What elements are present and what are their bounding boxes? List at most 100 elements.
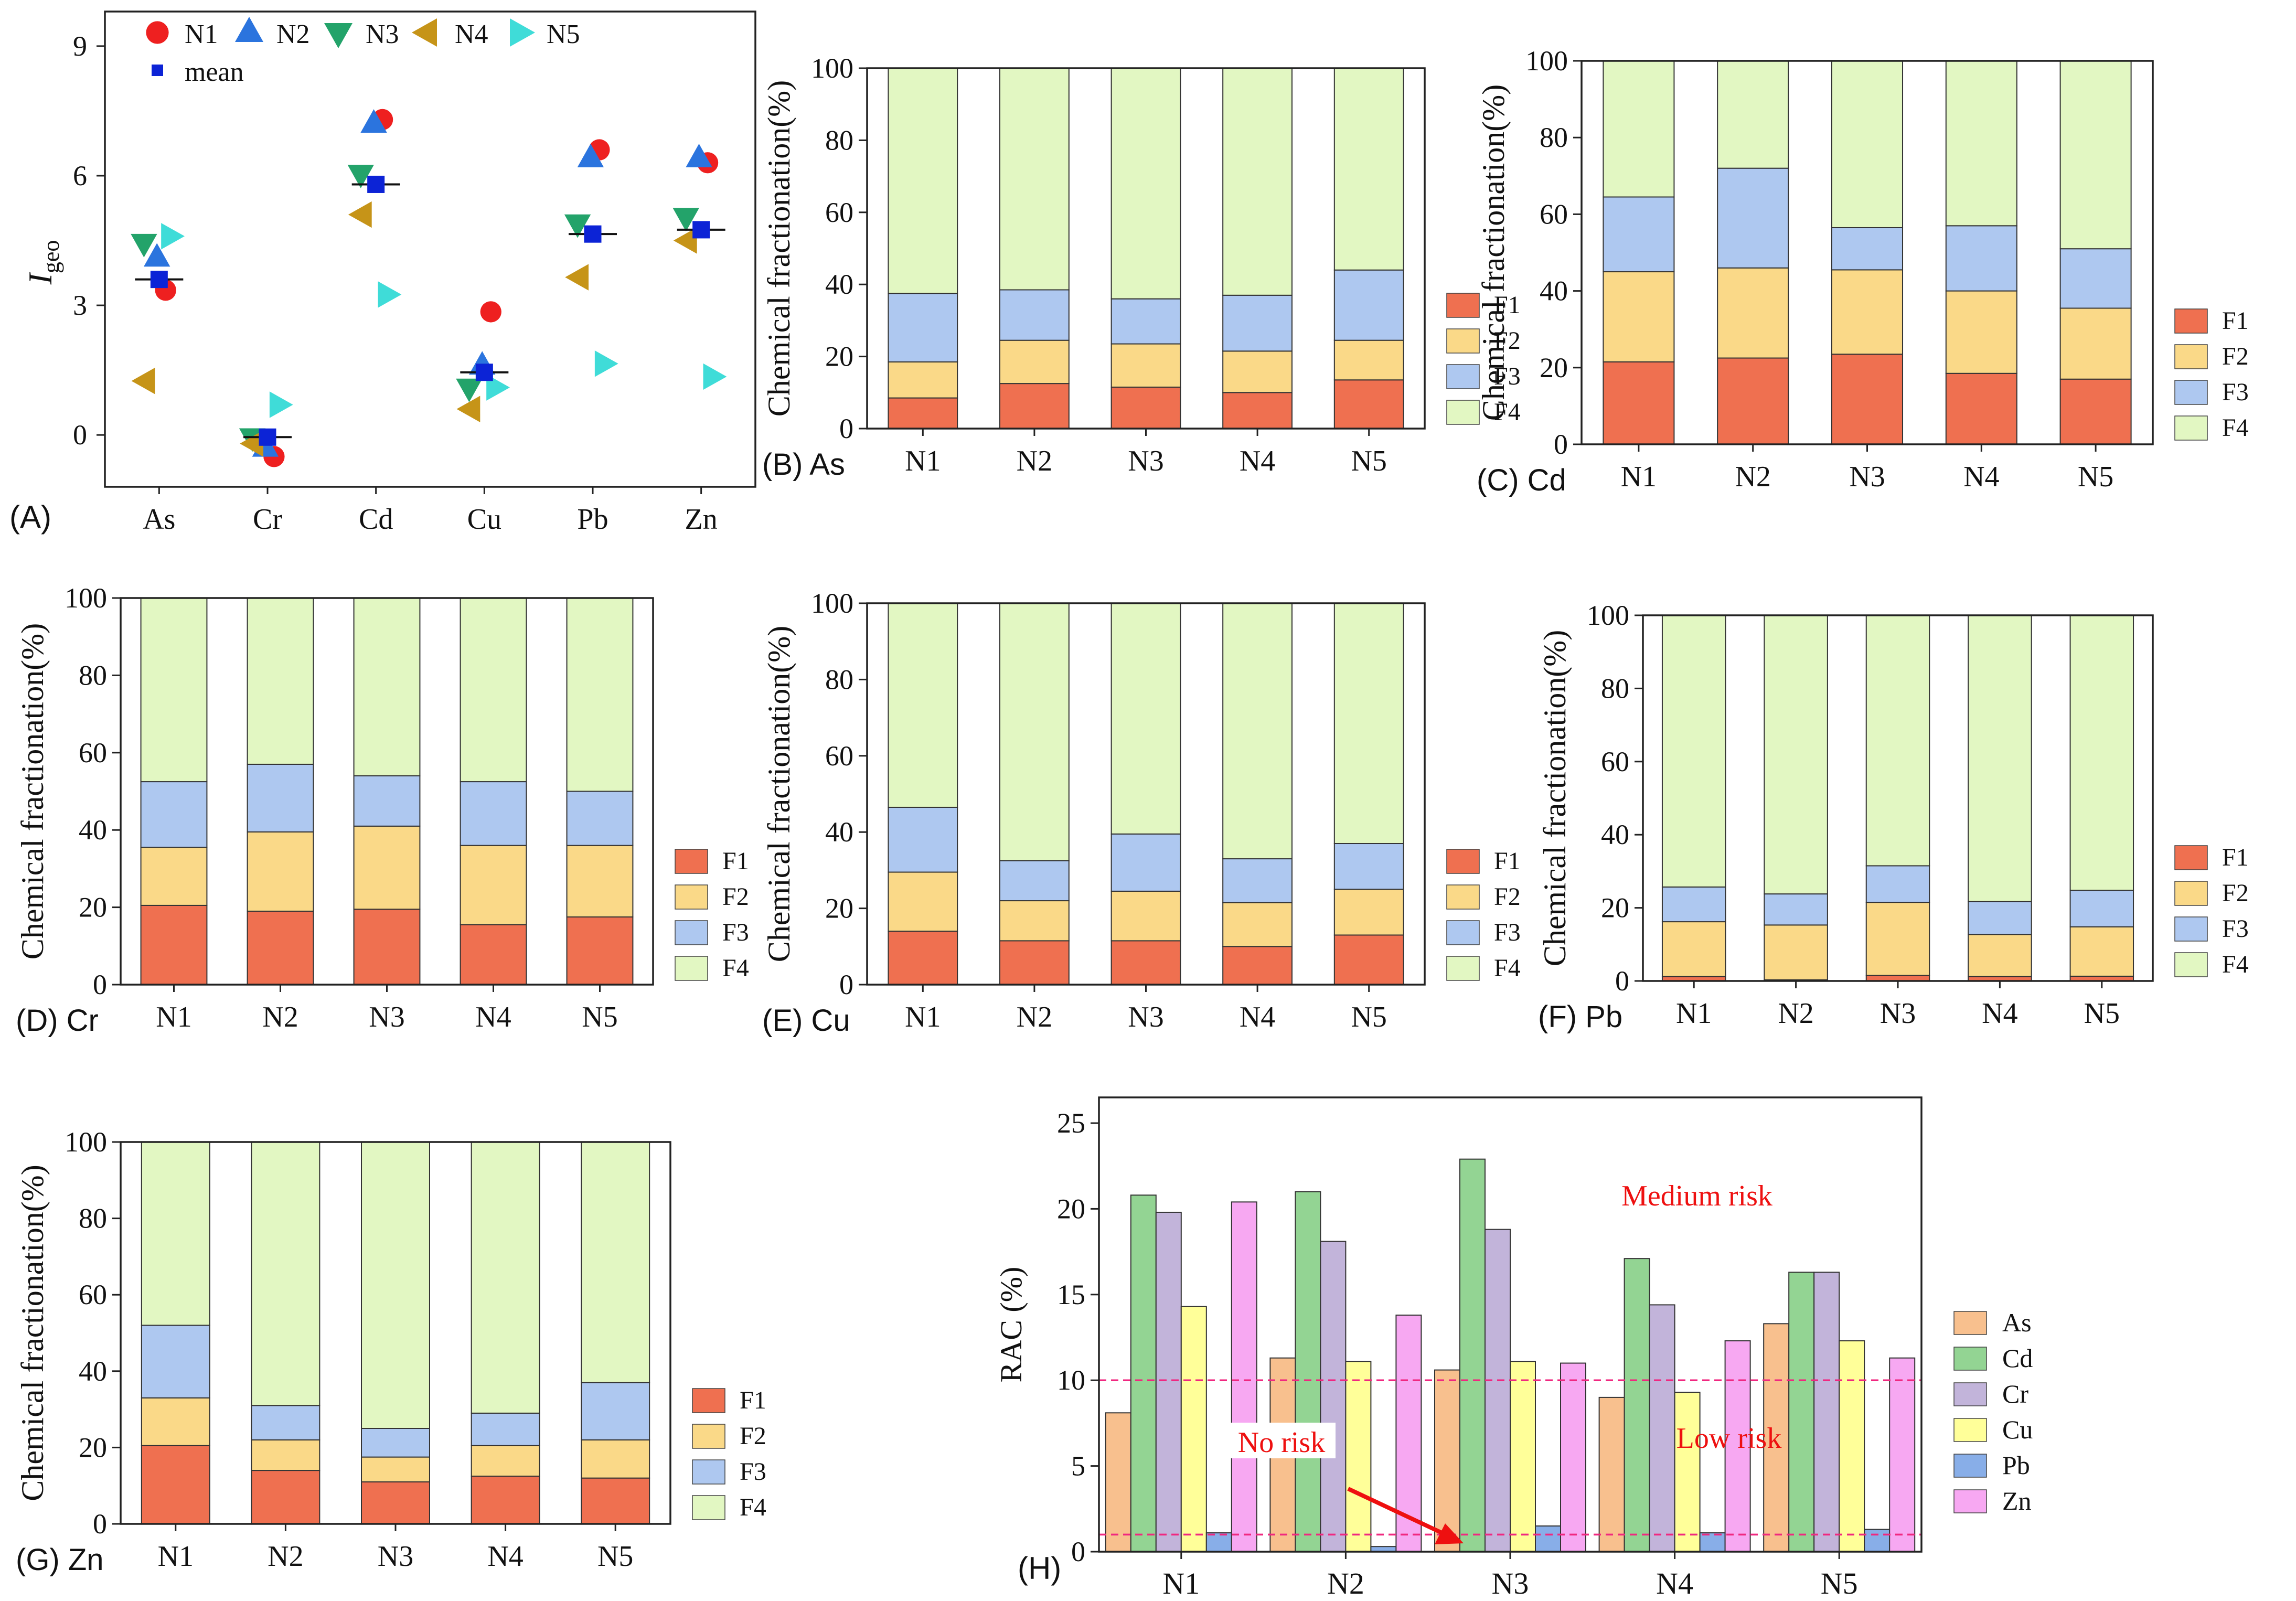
bar-f3-n4 <box>460 781 527 846</box>
bar-f2-n2 <box>999 339 1070 385</box>
bar-f1-n4 <box>471 1476 540 1524</box>
bar-f4-n2 <box>247 597 314 765</box>
x-tick-label: N1 <box>1676 997 1712 1030</box>
bar-f3-n5 <box>2069 890 2134 927</box>
x-tick-label: N5 <box>582 1001 617 1033</box>
legend-label-f1: F1 <box>1494 291 1521 319</box>
y-tick-label: 20 <box>1601 892 1629 924</box>
bar-f1-n2 <box>999 383 1070 429</box>
legend-label-f3: F3 <box>1494 362 1521 390</box>
y-tick-label: 40 <box>1540 275 1568 307</box>
bar-f2-n1 <box>888 871 958 932</box>
bar-f3-n3 <box>353 775 421 827</box>
y-tick-label: 40 <box>825 816 853 848</box>
bar-f1-n1 <box>1603 361 1675 445</box>
panel-label: (A) <box>9 499 51 535</box>
y-tick-label: 60 <box>79 1279 107 1310</box>
bar-f4-n3 <box>1831 60 1904 228</box>
bar-f1-n4 <box>1222 392 1293 429</box>
point-n3-pb <box>564 214 591 238</box>
y-tick-label: 0 <box>93 969 107 1000</box>
bar-f1-n2 <box>999 940 1070 986</box>
bar-f2-n1 <box>140 847 208 906</box>
y-tick-label: 20 <box>825 341 853 372</box>
axes-frame <box>866 602 1426 986</box>
legend-label-f2: F2 <box>740 1422 766 1450</box>
point-n3-cd <box>347 165 374 188</box>
bar-f1-n1 <box>141 1445 210 1525</box>
y-tick-label: 20 <box>825 893 853 924</box>
bar-f3-n1 <box>1661 886 1726 923</box>
bar-f4-n2 <box>251 1141 321 1406</box>
legend-label-n5: N5 <box>547 19 580 49</box>
x-tick-label: N2 <box>1017 1001 1052 1033</box>
bar-f2-n3 <box>1110 890 1181 942</box>
x-tick-label: N4 <box>1656 1566 1693 1600</box>
bar-f3-n3 <box>361 1428 430 1458</box>
x-tick-label: N4 <box>1963 461 1999 493</box>
bar-cr-n3 <box>1485 1229 1511 1552</box>
legend-label-zn: Zn <box>2002 1486 2032 1515</box>
bar-f4-n4 <box>1968 615 2032 902</box>
y-axis-label-main: I <box>22 272 59 285</box>
x-tick-label: N1 <box>1162 1566 1200 1600</box>
bar-as-n3 <box>1434 1369 1460 1553</box>
y-tick-label: 0 <box>839 969 853 1000</box>
y-tick-label: 0 <box>73 419 87 451</box>
axes-frame <box>1642 614 2154 982</box>
bar-f4-n5 <box>566 597 634 792</box>
bar-f3-n1 <box>888 293 958 362</box>
bar-f4-n1 <box>888 603 958 808</box>
y-tick-label: 100 <box>65 1126 107 1158</box>
y-tick-label: 40 <box>79 1355 107 1387</box>
x-tick-label: N3 <box>1128 445 1163 477</box>
x-tick-label: N1 <box>905 445 941 477</box>
x-tick-label: N2 <box>1735 461 1770 493</box>
x-tick-label: N3 <box>1849 461 1885 493</box>
bar-f3-n1 <box>141 1325 210 1399</box>
bar-cd-n2 <box>1295 1191 1321 1552</box>
panel-f: N1 N2 N3 N4 N5 0 20 40 60 80 100 Chemical fractiona… <box>1537 600 2249 1034</box>
x-tick-label: N3 <box>1492 1566 1529 1600</box>
bar-f3-n5 <box>2059 248 2132 309</box>
bar-f2-n3 <box>353 825 421 910</box>
legend-swatch-f3 <box>2174 380 2208 405</box>
y-tick-label: 3 <box>73 290 87 321</box>
bar-f4-n3 <box>361 1141 430 1429</box>
bar-pb-n5 <box>1864 1529 1891 1553</box>
legend-label-f2: F2 <box>1494 883 1521 911</box>
point-n3-as <box>131 233 157 258</box>
bar-f4-n4 <box>460 597 527 783</box>
bar-f2-n2 <box>247 831 314 912</box>
y-tick-label: 10 <box>1057 1364 1085 1396</box>
axes-frame <box>104 10 756 488</box>
point-n2-as <box>144 243 170 267</box>
x-tick-label: N2 <box>268 1540 303 1573</box>
panel-d: N1 N2 N3 N4 N5 0 20 40 60 80 100 Chemical fractiona… <box>15 582 749 1038</box>
y-tick-label: 0 <box>1071 1536 1085 1567</box>
legend-swatch-f4 <box>692 1495 725 1520</box>
x-tick-label: Cr <box>253 503 282 536</box>
panel-label: (C) Cd <box>1477 463 1566 497</box>
legend-swatch-f4 <box>675 956 708 981</box>
bar-zn-n4 <box>1724 1340 1751 1552</box>
bar-f2-n5 <box>1333 339 1404 381</box>
bar-f4-n5 <box>581 1141 650 1383</box>
bar-f1-n1 <box>140 904 208 986</box>
y-tick-label: 40 <box>1601 819 1629 850</box>
legend-label-f3: F3 <box>2222 378 2249 406</box>
x-tick-label: N5 <box>2084 997 2120 1030</box>
y-tick-label: 100 <box>65 582 107 614</box>
y-tick-label: 20 <box>1057 1193 1085 1224</box>
point-n4-as <box>131 368 155 394</box>
legend-label-n4: N4 <box>455 19 488 49</box>
bar-f3-n2 <box>999 860 1070 902</box>
legend-swatch-f3 <box>692 1459 725 1485</box>
legend-label-f4: F4 <box>2222 414 2249 442</box>
legend-marker-n2 <box>235 17 263 42</box>
bar-f3-n4 <box>1968 901 2032 935</box>
y-tick-label: 80 <box>825 664 853 695</box>
bar-f4-n1 <box>1661 615 1726 888</box>
point-n2-zn <box>686 144 712 167</box>
panel-label: (H) <box>1018 1551 1061 1586</box>
